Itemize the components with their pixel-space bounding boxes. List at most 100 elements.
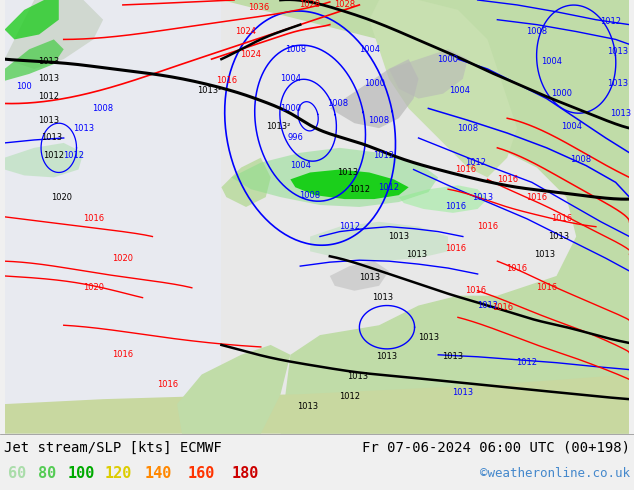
Text: 1013: 1013	[39, 116, 60, 125]
Text: 1016: 1016	[496, 175, 518, 184]
Text: 1004: 1004	[541, 57, 562, 66]
Text: 1016: 1016	[507, 264, 527, 272]
Text: 1013: 1013	[452, 388, 474, 397]
Text: 1004: 1004	[450, 86, 470, 95]
Polygon shape	[4, 0, 59, 39]
Text: 1008: 1008	[368, 116, 390, 125]
Text: 1013: 1013	[548, 232, 569, 241]
Text: 180: 180	[232, 466, 259, 481]
Text: 100: 100	[16, 82, 32, 91]
Polygon shape	[221, 158, 271, 207]
Text: 1016: 1016	[446, 244, 467, 253]
Text: 1004: 1004	[561, 122, 582, 131]
Text: 1000: 1000	[551, 89, 572, 98]
Text: 1016: 1016	[465, 286, 486, 295]
Text: 1013: 1013	[443, 352, 463, 361]
Text: 1016: 1016	[216, 76, 237, 85]
Text: 1013: 1013	[39, 57, 60, 66]
Text: 1020: 1020	[51, 193, 72, 201]
Text: 1008: 1008	[457, 123, 479, 133]
Text: ©weatheronline.co.uk: ©weatheronline.co.uk	[480, 467, 630, 480]
Polygon shape	[399, 185, 488, 213]
Text: 1012: 1012	[465, 158, 486, 167]
Text: 1028: 1028	[334, 0, 355, 9]
Text: 1013: 1013	[418, 333, 439, 342]
Text: 1012: 1012	[43, 151, 65, 160]
Text: 1013: 1013	[73, 123, 94, 133]
Text: 1016: 1016	[492, 303, 513, 312]
Polygon shape	[330, 261, 389, 291]
Text: 1012: 1012	[349, 185, 370, 194]
Text: 1000: 1000	[437, 54, 458, 64]
Text: 1008: 1008	[299, 191, 321, 199]
Text: 1020: 1020	[83, 283, 104, 293]
Text: 1036: 1036	[249, 3, 269, 12]
Text: 1016: 1016	[526, 193, 547, 201]
Polygon shape	[202, 0, 630, 434]
Text: 1016: 1016	[112, 350, 133, 359]
Text: 1008: 1008	[93, 104, 113, 113]
Text: 1012: 1012	[39, 92, 60, 101]
Polygon shape	[4, 0, 103, 69]
Text: 1012: 1012	[63, 151, 84, 160]
Text: 1013: 1013	[41, 133, 62, 143]
Text: 1004: 1004	[290, 161, 311, 170]
Text: 1013²: 1013²	[266, 122, 291, 131]
Text: 1028: 1028	[299, 0, 321, 9]
Text: 1024: 1024	[240, 49, 261, 59]
Polygon shape	[4, 0, 221, 434]
Text: 1008: 1008	[327, 99, 348, 108]
Text: 1008: 1008	[526, 27, 547, 36]
Text: 100: 100	[68, 466, 95, 481]
Polygon shape	[4, 374, 630, 434]
Text: Jet stream/SLP [kts] ECMWF: Jet stream/SLP [kts] ECMWF	[4, 441, 222, 455]
Text: 140: 140	[145, 466, 172, 481]
Text: 1012: 1012	[339, 392, 360, 401]
Text: 1012: 1012	[477, 301, 498, 310]
Polygon shape	[4, 143, 84, 177]
Text: 1016: 1016	[157, 380, 178, 389]
Polygon shape	[231, 148, 438, 207]
Text: 1012: 1012	[517, 358, 538, 367]
Text: 1024: 1024	[236, 27, 257, 36]
Text: 996: 996	[287, 133, 303, 143]
Polygon shape	[330, 59, 418, 128]
Polygon shape	[177, 345, 290, 434]
Text: 1013: 1013	[607, 47, 628, 56]
Text: 1013: 1013	[297, 401, 319, 411]
Text: 1013: 1013	[472, 193, 493, 201]
Text: 1013: 1013	[388, 232, 410, 241]
Text: 1016: 1016	[455, 165, 476, 174]
Text: Fr 07-06-2024 06:00 UTC (00+198): Fr 07-06-2024 06:00 UTC (00+198)	[362, 441, 630, 455]
Text: 1013: 1013	[534, 250, 555, 259]
Text: 1012: 1012	[339, 222, 360, 231]
Text: 1004: 1004	[359, 45, 380, 54]
Polygon shape	[389, 49, 468, 98]
Text: 1013: 1013	[359, 273, 380, 282]
Text: 60: 60	[8, 466, 26, 481]
Text: 1012: 1012	[378, 183, 399, 192]
Text: 1012: 1012	[373, 151, 394, 160]
Text: 1013: 1013	[377, 352, 398, 361]
Text: 1004: 1004	[280, 74, 301, 83]
Text: 1000: 1000	[280, 104, 301, 113]
Text: 160: 160	[188, 466, 216, 481]
Text: 1012: 1012	[600, 17, 621, 26]
Text: 1013: 1013	[406, 250, 427, 259]
Polygon shape	[290, 170, 409, 199]
Text: 1016: 1016	[446, 202, 467, 212]
Text: 120: 120	[105, 466, 133, 481]
Polygon shape	[310, 222, 448, 261]
Text: 1016: 1016	[82, 214, 104, 223]
Polygon shape	[4, 39, 63, 81]
Text: 1008: 1008	[285, 45, 306, 54]
Text: 1020: 1020	[112, 254, 133, 263]
Text: 1016: 1016	[551, 214, 572, 223]
Text: 1008: 1008	[571, 155, 592, 164]
Text: 1013: 1013	[607, 79, 628, 88]
Text: 1016: 1016	[477, 222, 498, 231]
Text: 1013²: 1013²	[197, 86, 222, 95]
Polygon shape	[369, 0, 517, 177]
Text: 1016: 1016	[536, 283, 557, 293]
Text: 1013: 1013	[347, 372, 368, 381]
